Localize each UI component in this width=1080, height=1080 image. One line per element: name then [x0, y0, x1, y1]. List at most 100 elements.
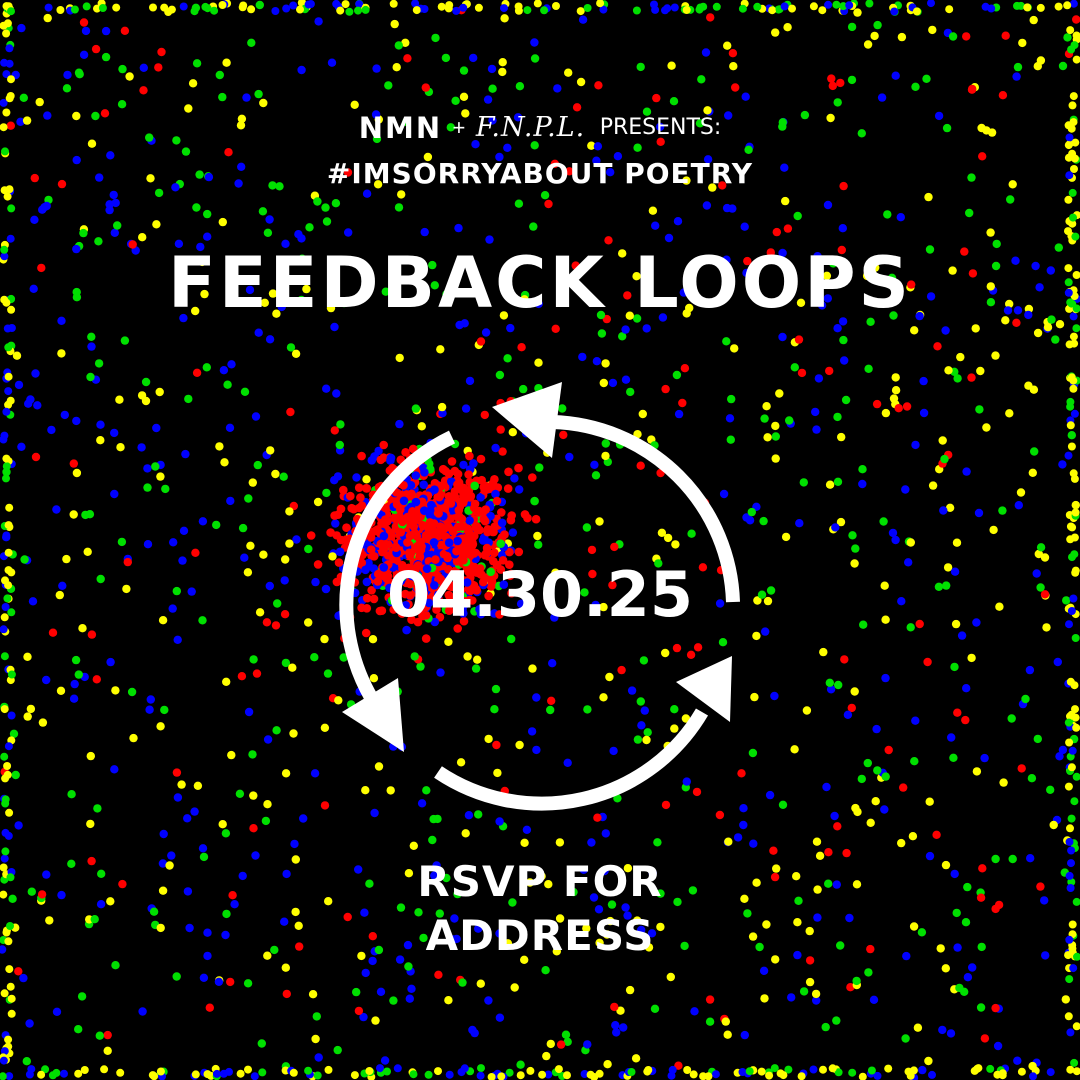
particle-dot — [184, 104, 193, 113]
particle-dot — [727, 394, 736, 404]
particle-dot — [272, 726, 281, 735]
particle-dot — [72, 155, 81, 165]
particle-dot — [529, 222, 538, 231]
particle-dot — [238, 871, 247, 881]
particle-dot — [281, 769, 291, 778]
particle-dot — [550, 159, 560, 168]
particle-dot — [1058, 61, 1068, 71]
particle-dot — [516, 1060, 525, 1069]
particle-dot — [793, 918, 802, 927]
particle-dot — [687, 529, 696, 538]
particle-dot — [825, 366, 834, 376]
particle-dot — [392, 62, 401, 72]
particle-dot — [950, 662, 959, 672]
particle-dot — [77, 992, 87, 1001]
particle-dot — [805, 926, 814, 936]
particle-dot — [965, 208, 974, 218]
particle-dot — [578, 15, 588, 24]
particle-dot — [96, 420, 105, 429]
particle-dot — [967, 173, 976, 182]
particle-dot — [83, 547, 92, 556]
particle-dot — [796, 298, 806, 307]
particle-dot — [1013, 306, 1023, 315]
particle-dot — [851, 803, 860, 813]
particle-dot — [1055, 752, 1064, 761]
particle-dot — [272, 309, 281, 318]
particle-dot — [87, 332, 96, 341]
particle-dot — [419, 933, 428, 943]
particle-dot — [94, 359, 104, 368]
particle-dot — [953, 708, 962, 717]
particle-dot — [771, 421, 780, 431]
particle-dot — [322, 488, 331, 498]
particle-dot — [451, 96, 460, 106]
particle-dot — [129, 733, 138, 743]
particle-dot — [1047, 315, 1056, 324]
particle-dot — [376, 987, 386, 996]
particle-dot — [158, 616, 168, 625]
particle-dot — [948, 266, 957, 275]
particle-dot — [173, 793, 183, 802]
particle-dot — [730, 344, 739, 353]
particle-dot — [626, 387, 635, 397]
particle-dot — [343, 168, 353, 177]
particle-dot — [980, 1034, 990, 1043]
particle-dot — [612, 1028, 621, 1037]
particle-dot — [111, 961, 120, 970]
particle-dot — [1029, 385, 1039, 394]
particle-dot — [911, 716, 920, 725]
particle-dot — [770, 872, 780, 882]
particle-dot — [71, 655, 81, 665]
particle-dot — [682, 176, 691, 185]
presents-line: NMN + F.N.P.L. PRESENTS: — [0, 112, 1080, 144]
particle-dot — [149, 907, 159, 916]
particle-dot — [925, 245, 935, 254]
particle-dot — [833, 412, 842, 422]
particle-dot — [205, 1003, 214, 1012]
particle-dot — [724, 837, 733, 846]
particle-dot — [794, 335, 804, 344]
particle-dot — [561, 1030, 571, 1039]
particle-dot — [72, 416, 81, 426]
particle-dot — [219, 366, 229, 375]
particle-dot — [583, 1040, 592, 1049]
particle-dot — [859, 620, 868, 629]
particle-dot — [548, 659, 557, 668]
particle-dot — [508, 898, 517, 907]
particle-dot — [11, 770, 20, 780]
particle-dot — [444, 996, 453, 1005]
particle-dot — [395, 353, 404, 363]
particle-dot — [430, 871, 439, 880]
particle-dot — [236, 121, 246, 130]
particle-dot — [243, 568, 253, 577]
particle-dot — [389, 996, 398, 1005]
particle-dot — [1054, 243, 1064, 252]
particle-dot — [179, 313, 188, 323]
particle-dot — [172, 586, 181, 596]
particle-dot — [461, 829, 470, 838]
particle-dot — [508, 528, 518, 537]
particle-dot — [192, 368, 202, 377]
particle-dot — [515, 740, 524, 750]
particle-dot — [601, 451, 610, 461]
particle-dot — [582, 924, 591, 933]
particle-dot — [389, 605, 398, 614]
particle-dot — [889, 311, 898, 320]
particle-dot — [594, 905, 604, 914]
particle-dot — [244, 707, 254, 717]
particle-dot — [944, 366, 953, 375]
particle-dot — [1049, 820, 1058, 830]
particle-dot — [919, 408, 929, 418]
particle-dot — [933, 342, 942, 351]
particle-dot — [495, 152, 504, 162]
particle-dot — [941, 964, 950, 973]
particle-dot — [887, 273, 897, 282]
particle-dot — [638, 409, 647, 419]
particle-dot — [740, 1030, 749, 1040]
particle-dot — [465, 376, 475, 386]
particle-dot — [407, 984, 416, 993]
particle-dot — [331, 199, 341, 208]
particle-dot — [14, 380, 24, 390]
particle-dot — [794, 896, 803, 905]
particle-dot — [610, 1002, 619, 1012]
